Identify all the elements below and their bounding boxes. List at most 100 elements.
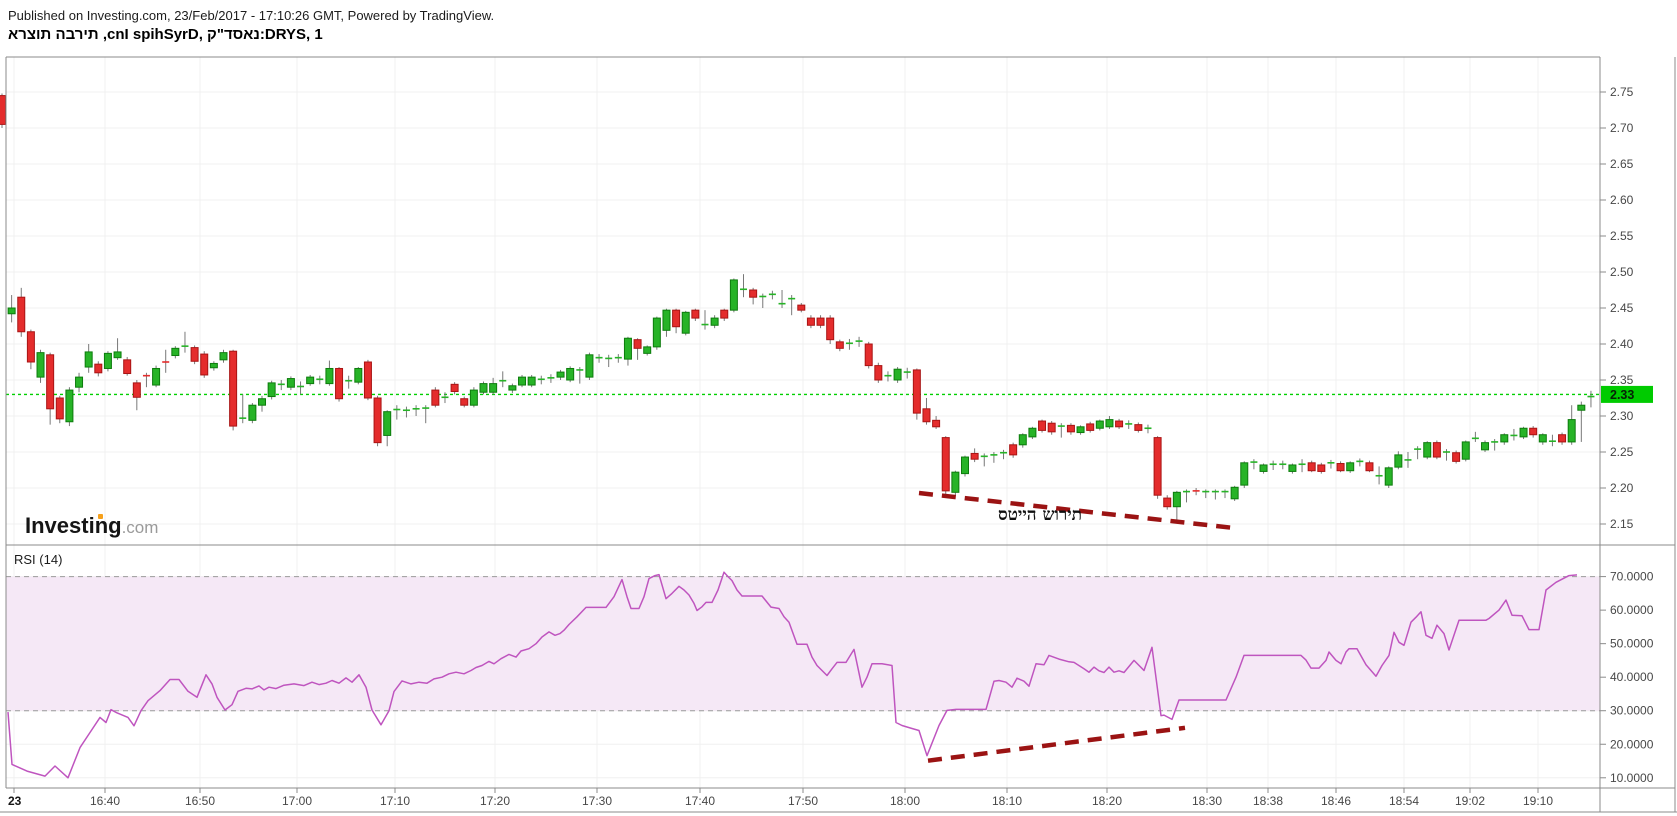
up-candle	[893, 368, 902, 381]
doji-candle	[576, 369, 584, 371]
svg-text:17:10: 17:10	[380, 794, 410, 808]
doji-candle	[1125, 423, 1133, 425]
down-candle	[1086, 423, 1095, 431]
svg-text:18:10: 18:10	[992, 794, 1022, 808]
doji-candle	[1404, 459, 1412, 461]
up-candle	[286, 378, 295, 388]
doji-candle	[778, 302, 786, 305]
down-candle	[1038, 420, 1047, 431]
doji-candle	[402, 409, 410, 412]
svg-text:16:40: 16:40	[90, 794, 120, 808]
down-candle	[55, 397, 64, 420]
up-candle	[1230, 486, 1239, 500]
svg-text:2.65: 2.65	[1610, 157, 1634, 171]
svg-text:2.40: 2.40	[1610, 337, 1634, 351]
svg-text:18:30: 18:30	[1192, 794, 1222, 808]
doji-candle	[1356, 460, 1364, 463]
up-candle	[469, 389, 478, 406]
up-candle	[566, 367, 575, 381]
up-candle	[306, 376, 315, 385]
up-candle	[1105, 419, 1114, 428]
rsi-line	[7, 571, 1578, 779]
down-candle	[1529, 427, 1538, 436]
doji-candle	[142, 374, 150, 377]
up-candle	[354, 367, 363, 383]
doji-candle	[297, 385, 305, 388]
up-candle	[489, 383, 498, 393]
down-candle	[1558, 434, 1567, 443]
down-candle	[633, 339, 642, 349]
down-candle	[912, 369, 921, 414]
svg-text:10.0000: 10.0000	[1610, 771, 1654, 785]
doji-candle	[1548, 440, 1556, 442]
bullish-divergence-annotation: סטייה שורית	[997, 505, 1083, 525]
doji-candle	[422, 407, 430, 409]
up-candle	[1018, 434, 1027, 446]
svg-text:2.20: 2.20	[1610, 481, 1634, 495]
doji-candle	[1192, 490, 1200, 492]
svg-text:19:10: 19:10	[1523, 794, 1553, 808]
doji-candle	[1269, 463, 1277, 466]
doji-candle	[412, 408, 420, 410]
down-candle	[1432, 442, 1441, 458]
symbol-title: ארצות הברית ,cnI spihSyrD, ק"דסאנ:DRYS, …	[8, 26, 323, 43]
svg-text:2.33: 2.33	[1610, 388, 1634, 402]
down-candle	[363, 361, 372, 399]
up-candle	[1481, 442, 1490, 451]
up-candle	[1567, 419, 1576, 443]
rsi-indicator-label: RSI (14)	[14, 552, 63, 567]
svg-text:17:20: 17:20	[480, 794, 510, 808]
svg-text:17:00: 17:00	[282, 794, 312, 808]
up-candle	[325, 367, 334, 385]
down-candle	[200, 353, 209, 376]
down-candle	[0, 95, 6, 125]
doji-candle	[1491, 441, 1499, 443]
up-candle	[662, 309, 671, 331]
down-candle	[864, 343, 873, 367]
doji-candle	[855, 340, 863, 342]
up-candle	[7, 307, 16, 315]
investing-logo-suffix: .com	[121, 518, 159, 537]
svg-text:20.0000: 20.0000	[1610, 737, 1654, 751]
up-candle	[1288, 464, 1297, 472]
svg-text:2.50: 2.50	[1610, 265, 1634, 279]
up-candle	[75, 376, 84, 388]
up-candle	[103, 352, 112, 369]
doji-candle	[903, 371, 911, 373]
down-candle	[431, 389, 440, 406]
up-candle	[219, 352, 228, 361]
doji-candle	[1279, 463, 1287, 466]
down-candle	[691, 309, 700, 319]
up-candle	[1095, 420, 1104, 429]
svg-text:2.70: 2.70	[1610, 121, 1634, 135]
logo-orange-dot-icon	[98, 514, 103, 519]
time-axis: 23 16:40 16:50 17:00 17:10 17:20 17:30 17:40 17:…	[8, 788, 1553, 808]
up-candle	[652, 317, 661, 348]
up-candle	[1240, 462, 1249, 486]
down-candle	[922, 408, 931, 423]
svg-text:17:50: 17:50	[788, 794, 818, 808]
up-candle	[171, 347, 180, 357]
last-price-badge	[1601, 385, 1653, 403]
up-candle	[710, 317, 719, 326]
svg-text:17:40: 17:40	[685, 794, 715, 808]
chart-frame	[0, 56, 1677, 813]
svg-text:40.0000: 40.0000	[1610, 670, 1654, 684]
up-candle	[518, 376, 527, 386]
up-candle	[681, 311, 690, 334]
down-candle	[816, 317, 825, 326]
down-candle	[229, 350, 238, 427]
up-candle	[556, 371, 565, 378]
up-candle	[1538, 434, 1547, 443]
doji-candle	[1298, 463, 1306, 466]
down-candle	[132, 382, 141, 398]
investing-logo-text: Investing	[25, 513, 122, 538]
up-candle	[84, 351, 93, 368]
svg-text:2.60: 2.60	[1610, 193, 1634, 207]
doji-candle	[614, 356, 622, 359]
down-candle	[17, 296, 26, 333]
doji-candle	[537, 378, 545, 381]
doji-candle	[884, 374, 892, 377]
